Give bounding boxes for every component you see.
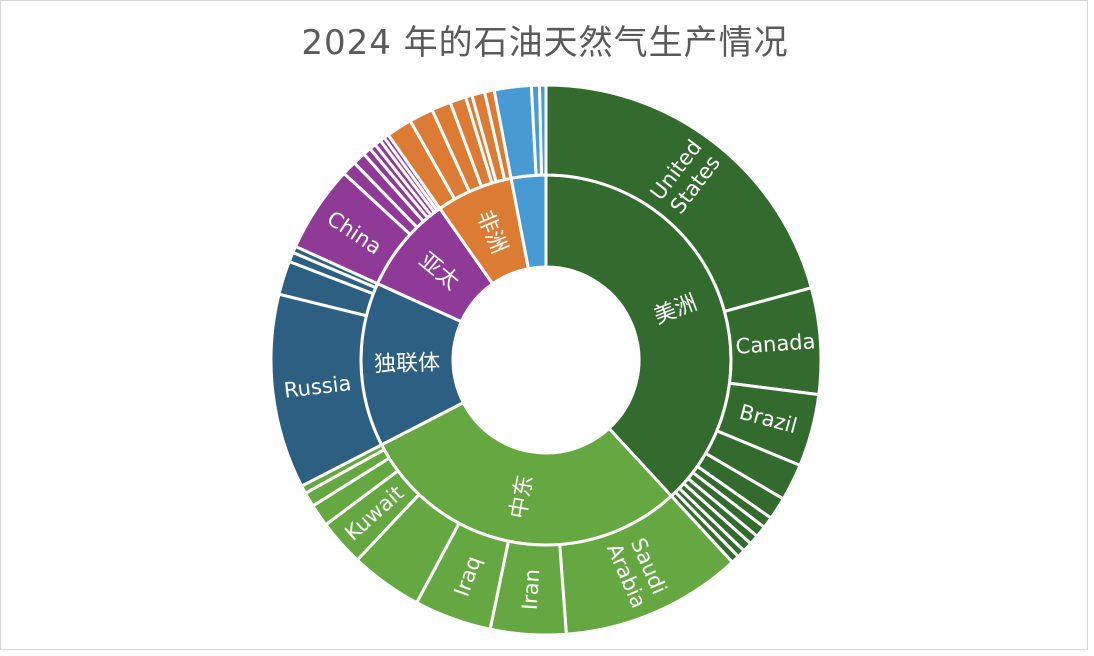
chart-title: 2024 年的石油天然气生产情况 [301,23,789,63]
segment-region-6-other-3-2 [537,83,548,177]
label-iran: Iran [518,568,545,610]
label-canada: Canada [735,329,816,359]
label-region-独联体: 独联体 [374,350,441,377]
